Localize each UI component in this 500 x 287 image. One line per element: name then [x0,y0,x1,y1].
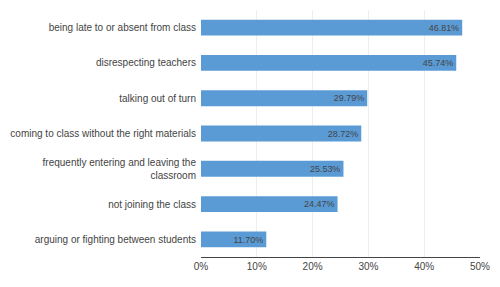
svg-text:28.72%: 28.72% [328,129,358,139]
svg-text:talking out of turn: talking out of turn [119,93,196,104]
svg-text:being late to or absent from c: being late to or absent from class [49,22,196,33]
svg-text:46.81%: 46.81% [429,23,459,33]
svg-text:arguing or fighting between st: arguing or fighting between students [35,234,196,245]
svg-text:not joining the class: not joining the class [108,199,196,210]
svg-text:30%: 30% [358,261,378,272]
svg-text:24.47%: 24.47% [304,199,334,209]
svg-text:50%: 50% [470,261,490,272]
svg-text:0%: 0% [194,261,209,272]
svg-text:25.53%: 25.53% [310,164,340,174]
svg-text:45.74%: 45.74% [423,58,453,68]
svg-text:10%: 10% [247,261,267,272]
svg-text:disrespecting teachers: disrespecting teachers [96,57,196,68]
svg-text:11.70%: 11.70% [233,235,263,245]
svg-text:40%: 40% [414,261,434,272]
svg-text:coming to class without the ri: coming to class without the right materi… [10,128,196,139]
svg-text:29.79%: 29.79% [334,93,364,103]
svg-text:20%: 20% [303,261,323,272]
svg-text:frequently entering and leavin: frequently entering and leaving theclass… [43,157,197,181]
